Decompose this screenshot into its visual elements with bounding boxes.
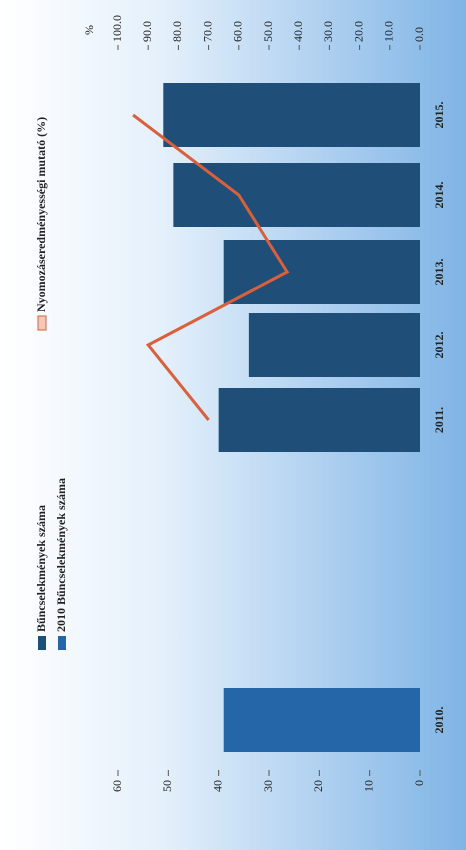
y2-tick-label: 50.0 — [261, 21, 275, 42]
y-tick-label: 40 — [210, 780, 224, 792]
x-tick-label: 2015. — [432, 102, 446, 129]
bar — [223, 688, 420, 752]
y-tick-label: 10 — [361, 780, 375, 792]
bar — [223, 240, 420, 304]
x-tick-label: 2012. — [432, 332, 446, 359]
y2-tick-label: 30.0 — [321, 21, 335, 42]
line — [132, 113, 290, 421]
x-tick-label: 2014. — [432, 182, 446, 209]
y2-tick-label: 40.0 — [291, 21, 305, 42]
y-tick-label: 0 — [412, 780, 426, 786]
legend-label: Bűncselekmények száma — [34, 505, 48, 632]
y2-tick-label: 100.0 — [110, 15, 124, 42]
x-tick-label: 2013. — [432, 259, 446, 286]
bar — [173, 163, 420, 227]
plot: 0 10 20 30 40 50 60 0.0 10.0 20.0 30.0 40.0 50.0 60.0… — [34, 15, 446, 792]
legend-swatch — [37, 315, 47, 331]
y-tick-label: 30 — [261, 780, 275, 792]
y2-tick-label: 60.0 — [231, 21, 245, 42]
y2-tick-label: 90.0 — [140, 21, 154, 42]
legend-label: 2010 Bűncselekmények száma — [54, 478, 68, 632]
legend-swatch — [58, 636, 66, 650]
bar — [248, 313, 420, 377]
y-tick-label: 20 — [311, 780, 325, 792]
x-tick-label: 2010. — [432, 707, 446, 734]
y2-unit: % — [82, 25, 96, 35]
y-tick-label: 50 — [160, 780, 174, 792]
y2-tick-label: 80.0 — [170, 21, 184, 42]
legend-label: Nyomozáseredményességi mutató (%) — [34, 117, 48, 312]
y2-tick-label: 70.0 — [200, 21, 214, 42]
legend-swatch — [38, 636, 46, 650]
y-tick-label: 60 — [110, 780, 124, 792]
bar — [163, 83, 421, 147]
x-tick-label: 2011. — [432, 407, 446, 433]
y2-tick-label: 10.0 — [382, 21, 396, 42]
y2-tick-label: 0.0 — [412, 27, 426, 42]
y2-tick-label: 20.0 — [351, 21, 365, 42]
bar — [218, 388, 420, 452]
